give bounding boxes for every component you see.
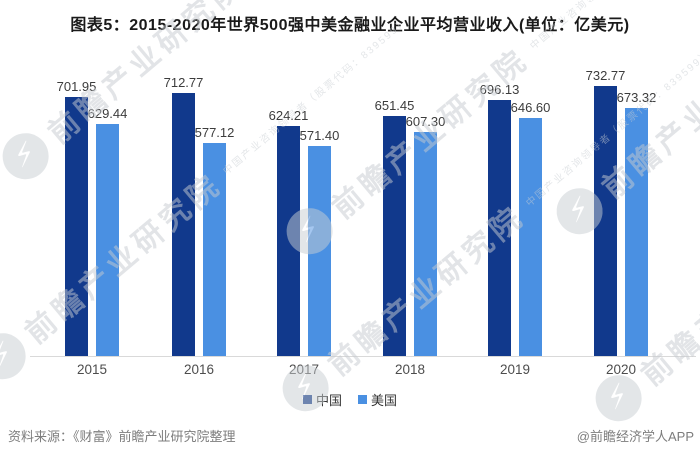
legend-label: 中国 xyxy=(315,393,342,408)
legend-item-美国: 美国 xyxy=(358,390,397,409)
bar-group-2015: 701.95 629.44 xyxy=(57,79,127,356)
value-label-中国-2020: 732.77 xyxy=(585,68,626,83)
x-axis-line xyxy=(30,356,696,357)
plot-area: 701.95 629.44 712.77 577.12 624.21 571.40 651.… xyxy=(0,68,700,356)
legend-label: 美国 xyxy=(371,393,398,408)
bar-美国-2018: 607.30 xyxy=(406,114,445,356)
value-label-中国-2019: 696.13 xyxy=(479,81,520,97)
value-label-中国-2018: 651.45 xyxy=(374,98,415,113)
x-tick-2018: 2018 xyxy=(394,362,426,377)
x-tick-2020: 2020 xyxy=(605,362,637,377)
value-label-美国-2019: 646.60 xyxy=(510,99,551,115)
legend-item-中国: 中国 xyxy=(302,390,342,409)
bar-group-2020: 732.77 673.32 xyxy=(586,68,656,356)
bar-group-2016: 712.77 577.12 xyxy=(164,75,234,356)
bar-中国-2020: 732.77 xyxy=(586,68,625,356)
bar-中国-2018: 651.45 xyxy=(375,98,414,356)
footer: 资料来源：《财富》前瞻产业研究院整理 @前瞻经济学人APP xyxy=(8,426,694,445)
x-tick-2016: 2016 xyxy=(183,362,215,377)
value-label-美国-2017: 571.40 xyxy=(299,127,340,143)
legend-swatch-icon xyxy=(302,395,312,404)
x-tick-2015: 2015 xyxy=(76,362,108,377)
bar-group-2019: 696.13 646.60 xyxy=(480,82,550,356)
bar-美国-2017: 571.40 xyxy=(300,128,339,356)
bar-美国-2019: 646.60 xyxy=(511,100,550,356)
x-tick-2019: 2019 xyxy=(499,362,531,377)
value-label-中国-2016: 712.77 xyxy=(163,75,204,91)
value-label-中国-2017: 624.21 xyxy=(268,108,309,123)
bar-中国-2016: 712.77 xyxy=(164,75,203,356)
legend-swatch-icon xyxy=(358,395,367,404)
value-label-美国-2018: 607.30 xyxy=(405,114,446,130)
bar-中国-2017: 624.21 xyxy=(269,108,308,356)
value-label-美国-2016: 577.12 xyxy=(194,125,235,141)
bar-中国-2019: 696.13 xyxy=(480,82,519,356)
bar-group-2017: 624.21 571.40 xyxy=(269,108,339,356)
value-label-美国-2015: 629.44 xyxy=(87,106,128,122)
bar-中国-2015: 701.95 xyxy=(57,79,96,356)
value-label-美国-2020: 673.32 xyxy=(616,89,657,105)
legend: 中国 美国 xyxy=(0,390,700,409)
chart-title: 图表5：2015-2020年世界500强中美金融业企业平均营业收入(单位：亿美元… xyxy=(70,17,630,34)
x-tick-2017: 2017 xyxy=(288,362,320,377)
credit-note: @前瞻经济学人APP xyxy=(576,429,694,444)
value-label-中国-2015: 701.95 xyxy=(56,79,97,95)
bar-group-2018: 651.45 607.30 xyxy=(375,98,445,356)
source-note: 资料来源：《财富》前瞻产业研究院整理 xyxy=(8,429,236,444)
bar-美国-2015: 629.44 xyxy=(88,106,127,356)
bar-美国-2016: 577.12 xyxy=(195,125,234,356)
bar-美国-2020: 673.32 xyxy=(617,90,656,356)
